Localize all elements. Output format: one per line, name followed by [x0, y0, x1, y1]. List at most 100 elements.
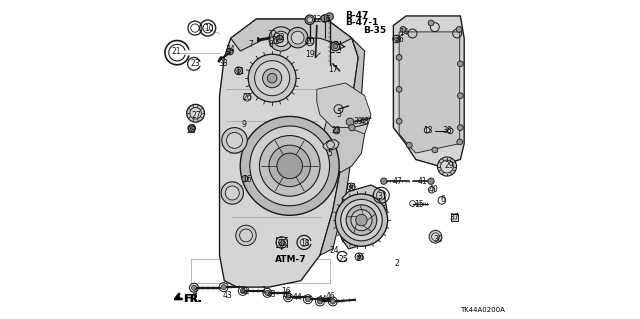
- Circle shape: [305, 15, 315, 25]
- Circle shape: [221, 182, 243, 204]
- Circle shape: [330, 299, 335, 304]
- Circle shape: [221, 285, 226, 290]
- Circle shape: [333, 128, 340, 134]
- Text: 21: 21: [171, 47, 180, 56]
- Circle shape: [188, 124, 196, 132]
- Text: FR.: FR.: [184, 294, 202, 304]
- Circle shape: [326, 13, 333, 20]
- Text: 39: 39: [353, 117, 363, 126]
- Text: 19: 19: [305, 50, 315, 59]
- Circle shape: [321, 15, 328, 22]
- Text: 43: 43: [267, 290, 276, 299]
- Text: B-47-1: B-47-1: [345, 19, 378, 27]
- Polygon shape: [234, 19, 358, 96]
- Text: 1: 1: [261, 286, 266, 295]
- Text: 44: 44: [292, 293, 303, 302]
- Text: 23: 23: [190, 59, 200, 68]
- Circle shape: [236, 225, 256, 246]
- Circle shape: [262, 69, 282, 88]
- Text: 4: 4: [193, 288, 197, 297]
- Text: 9: 9: [242, 120, 246, 129]
- Text: 36: 36: [346, 183, 356, 192]
- Circle shape: [255, 61, 290, 96]
- Circle shape: [187, 104, 205, 122]
- Text: 14: 14: [399, 28, 408, 37]
- Circle shape: [190, 108, 202, 119]
- Circle shape: [291, 31, 304, 44]
- Text: 44: 44: [317, 295, 328, 304]
- Text: 34: 34: [225, 45, 235, 54]
- Circle shape: [250, 126, 330, 206]
- Circle shape: [400, 26, 406, 32]
- Text: 6: 6: [440, 195, 445, 204]
- Circle shape: [396, 86, 402, 92]
- Circle shape: [278, 239, 285, 246]
- Circle shape: [395, 37, 399, 41]
- Text: 29: 29: [444, 161, 454, 170]
- Text: TK44A0200A: TK44A0200A: [460, 307, 505, 313]
- Circle shape: [240, 288, 245, 293]
- Text: 22: 22: [271, 37, 280, 46]
- Text: 41: 41: [417, 177, 427, 186]
- Circle shape: [349, 185, 353, 189]
- Text: 42: 42: [240, 287, 250, 296]
- Circle shape: [357, 255, 361, 259]
- Circle shape: [268, 73, 277, 83]
- Circle shape: [457, 139, 463, 145]
- Circle shape: [406, 142, 412, 148]
- Text: 40: 40: [429, 185, 438, 194]
- Circle shape: [351, 210, 372, 231]
- Circle shape: [396, 118, 402, 124]
- Circle shape: [429, 230, 442, 243]
- Text: 15: 15: [414, 200, 424, 209]
- Text: 47: 47: [392, 177, 402, 186]
- Circle shape: [239, 229, 252, 242]
- Text: 16: 16: [242, 175, 252, 184]
- Circle shape: [356, 214, 367, 226]
- Polygon shape: [399, 32, 460, 153]
- Polygon shape: [394, 16, 464, 166]
- Circle shape: [335, 194, 388, 246]
- Circle shape: [428, 178, 434, 184]
- Text: 11: 11: [235, 67, 244, 76]
- Circle shape: [317, 299, 323, 304]
- Circle shape: [277, 153, 303, 179]
- Polygon shape: [323, 112, 365, 172]
- Text: 32: 32: [268, 30, 277, 39]
- Circle shape: [191, 285, 196, 290]
- Circle shape: [340, 199, 382, 241]
- Circle shape: [346, 205, 377, 235]
- Text: 17: 17: [328, 65, 337, 74]
- Polygon shape: [320, 38, 365, 255]
- Text: 43: 43: [223, 291, 232, 300]
- Text: 16: 16: [281, 287, 291, 296]
- Text: 7: 7: [248, 40, 253, 48]
- Circle shape: [227, 48, 233, 55]
- Circle shape: [437, 157, 456, 176]
- Text: 46: 46: [325, 292, 335, 300]
- Text: 30: 30: [433, 235, 443, 244]
- Circle shape: [381, 178, 387, 184]
- Text: 33: 33: [218, 59, 228, 68]
- Circle shape: [333, 44, 338, 49]
- Polygon shape: [323, 140, 339, 150]
- Text: 5: 5: [327, 149, 332, 158]
- Text: 25: 25: [338, 255, 348, 263]
- Text: 31: 31: [377, 192, 387, 201]
- Text: 37: 37: [449, 213, 459, 222]
- Circle shape: [276, 35, 284, 43]
- Circle shape: [265, 290, 270, 295]
- Circle shape: [431, 233, 439, 241]
- Circle shape: [458, 61, 463, 67]
- Circle shape: [240, 116, 339, 215]
- Text: 22: 22: [332, 126, 341, 135]
- Text: 13: 13: [424, 126, 433, 135]
- Polygon shape: [230, 19, 352, 51]
- Text: 26: 26: [243, 93, 252, 102]
- Circle shape: [428, 20, 434, 26]
- Circle shape: [396, 55, 402, 60]
- Circle shape: [242, 175, 248, 182]
- Text: 28: 28: [186, 126, 196, 135]
- Text: 16: 16: [321, 15, 330, 24]
- Text: 8: 8: [268, 40, 273, 48]
